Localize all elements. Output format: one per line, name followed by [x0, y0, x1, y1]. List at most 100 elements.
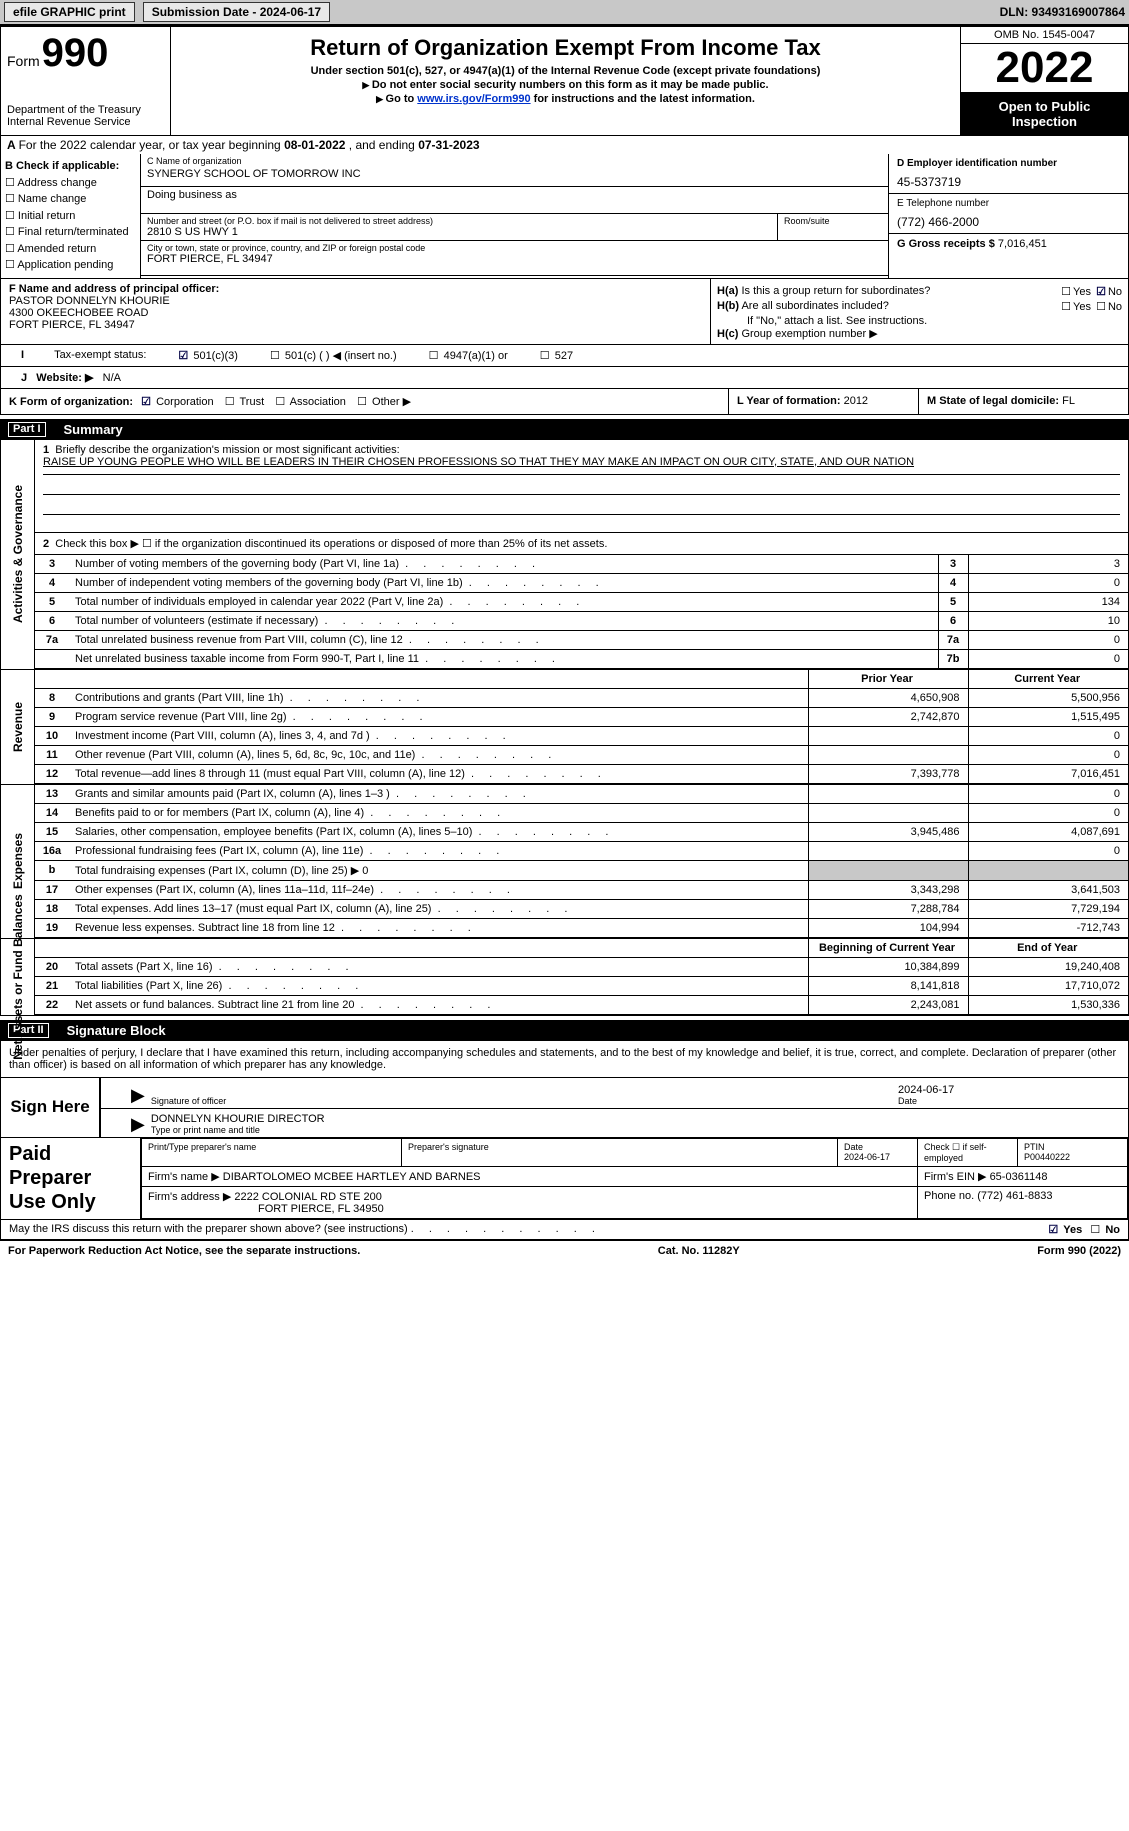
col-c: C Name of organization SYNERGY SCHOOL OF… — [141, 154, 888, 278]
f-addr2: FORT PIERCE, FL 34947 — [9, 319, 135, 331]
f-name: PASTOR DONNELYN KHOURIE — [9, 295, 170, 307]
hb-yes[interactable] — [1059, 301, 1073, 313]
d-val: 45-5373719 — [897, 175, 1120, 189]
line-a-begin: 08-01-2022 — [284, 138, 345, 152]
discuss-no[interactable] — [1088, 1224, 1102, 1236]
footer-right: Form 990 (2022) — [1037, 1245, 1121, 1257]
hb-no[interactable] — [1094, 301, 1108, 313]
hb-text: Are all subordinates included? — [741, 300, 888, 312]
paid-date: Date2024-06-17 — [838, 1138, 918, 1166]
ha-yes[interactable] — [1059, 286, 1073, 298]
addr-row: Number and street (or P.O. box if mail i… — [141, 214, 888, 241]
part1-title: Summary — [64, 422, 123, 437]
k-label: K Form of organization: — [9, 396, 133, 408]
header-right: OMB No. 1545-0047 2022 Open to Public In… — [960, 27, 1128, 135]
dept-label: Department of the Treasury Internal Reve… — [7, 104, 164, 128]
dln-label: DLN: 93493169007864 — [1000, 5, 1125, 19]
irs-link[interactable]: www.irs.gov/Form990 — [417, 93, 530, 105]
addr-city: City or town, state or province, country… — [141, 241, 888, 276]
e-val: (772) 466-2000 — [897, 215, 1120, 229]
line-j: J Website: ▶ N/A — [0, 367, 1129, 389]
side-net: Net Assets or Fund Balances — [11, 894, 25, 1060]
table-row: Prior YearCurrent Year — [35, 670, 1128, 689]
k-assoc[interactable] — [273, 396, 287, 408]
c-dba-label: Doing business as — [147, 189, 882, 201]
street-label: Number and street (or P.O. box if mail i… — [147, 216, 771, 226]
part2-title: Signature Block — [67, 1023, 166, 1038]
i-4947[interactable] — [427, 350, 441, 362]
side-exp: Expenses — [11, 833, 25, 889]
k-trust[interactable] — [223, 396, 237, 408]
table-row: 20Total assets (Part X, line 16) . . . .… — [35, 957, 1128, 976]
firm-ein: Firm's EIN ▶ 65-0361148 — [918, 1166, 1128, 1186]
paid-row: Paid Preparer Use Only Print/Type prepar… — [0, 1138, 1129, 1220]
omb: OMB No. 1545-0047 — [961, 27, 1128, 44]
side-rev: Revenue — [11, 701, 25, 751]
mission-box: 1 Briefly describe the organization's mi… — [35, 440, 1128, 533]
i-label: Tax-exempt status: — [54, 349, 146, 362]
paid-print-label: Print/Type preparer's name — [142, 1138, 402, 1166]
k-left: K Form of organization: Corporation Trus… — [1, 389, 728, 414]
header-mid: Return of Organization Exempt From Incom… — [171, 27, 960, 135]
d-label: D Employer identification number — [897, 158, 1057, 169]
b-label: B Check if applicable: — [5, 160, 119, 172]
footer: For Paperwork Reduction Act Notice, see … — [0, 1240, 1129, 1261]
ha-text: Is this a group return for subordinates? — [741, 285, 930, 297]
arrow-icon: ▶ — [131, 1114, 145, 1135]
submission-btn[interactable]: Submission Date - 2024-06-17 — [143, 2, 330, 22]
cb-initial[interactable]: Initial return — [5, 210, 75, 222]
j-value: N/A — [103, 372, 121, 384]
col-f: F Name and address of principal officer:… — [1, 279, 711, 344]
table-row: 13Grants and similar amounts paid (Part … — [35, 785, 1128, 804]
top-bar: efile GRAPHIC print Submission Date - 20… — [0, 0, 1129, 26]
sign-row: Sign Here ▶ Signature of officer 2024-06… — [0, 1078, 1129, 1138]
header: Form990 Department of the Treasury Inter… — [0, 26, 1129, 136]
mission-text: RAISE UP YOUNG PEOPLE WHO WILL BE LEADER… — [43, 456, 914, 468]
k-corp[interactable] — [139, 396, 153, 408]
efile-btn[interactable]: efile GRAPHIC print — [4, 2, 135, 22]
form-label: Form990 — [7, 31, 164, 76]
f-label: F Name and address of principal officer: — [9, 283, 219, 295]
table-row: 10Investment income (Part VIII, column (… — [35, 726, 1128, 745]
table-row: 7aTotal unrelated business revenue from … — [35, 630, 1128, 649]
open-inspect: Open to Public Inspection — [961, 93, 1128, 135]
line-a-pre: For the 2022 calendar year, or tax year … — [19, 138, 285, 152]
cb-pending[interactable]: Application pending — [5, 259, 113, 271]
line-a: A For the 2022 calendar year, or tax yea… — [0, 136, 1129, 154]
hc-text: Group exemption number — [741, 328, 866, 340]
ha-no[interactable] — [1094, 286, 1108, 298]
paid-check[interactable]: Check ☐ if self-employed — [918, 1138, 1018, 1166]
table-row: 5Total number of individuals employed in… — [35, 592, 1128, 611]
cb-name[interactable]: Name change — [5, 193, 86, 205]
m-label: M State of legal domicile: — [927, 395, 1059, 407]
discuss-row: May the IRS discuss this return with the… — [0, 1220, 1129, 1240]
l-label: L Year of formation: — [737, 395, 841, 407]
i-501c[interactable] — [268, 350, 282, 362]
form-num: 990 — [42, 31, 109, 76]
addr-room: Room/suite — [778, 214, 888, 240]
sig-perjury: Under penalties of perjury, I declare th… — [0, 1041, 1129, 1078]
line-a-end: 07-31-2023 — [418, 138, 479, 152]
cb-final[interactable]: Final return/terminated — [5, 226, 129, 238]
g-val: 7,016,451 — [998, 238, 1047, 250]
l-val: 2012 — [844, 395, 868, 407]
cb-address[interactable]: Address change — [5, 177, 97, 189]
title: Return of Organization Exempt From Incom… — [179, 35, 952, 61]
paid-sig-label: Preparer's signature — [402, 1138, 838, 1166]
i-501c3[interactable] — [176, 350, 190, 362]
exp-table: 13Grants and similar amounts paid (Part … — [35, 785, 1128, 938]
gov-block: Activities & Governance 1 Briefly descri… — [0, 440, 1129, 670]
sig-officer-label: Signature of officer — [151, 1096, 898, 1106]
firm-addr: Firm's address ▶ 2222 COLONIAL RD STE 20… — [142, 1186, 918, 1218]
i-527[interactable] — [538, 350, 552, 362]
k-other[interactable] — [355, 396, 369, 408]
city-label: City or town, state or province, country… — [147, 243, 882, 253]
part1-num: Part I — [8, 422, 46, 437]
discuss-yes[interactable] — [1046, 1224, 1060, 1236]
cb-amended[interactable]: Amended return — [5, 243, 96, 255]
e-label: E Telephone number — [897, 198, 1120, 209]
gov-table: 3Number of voting members of the governi… — [35, 555, 1128, 669]
table-row: 9Program service revenue (Part VIII, lin… — [35, 707, 1128, 726]
col-de: D Employer identification number 45-5373… — [888, 154, 1128, 278]
m-val: FL — [1062, 395, 1075, 407]
